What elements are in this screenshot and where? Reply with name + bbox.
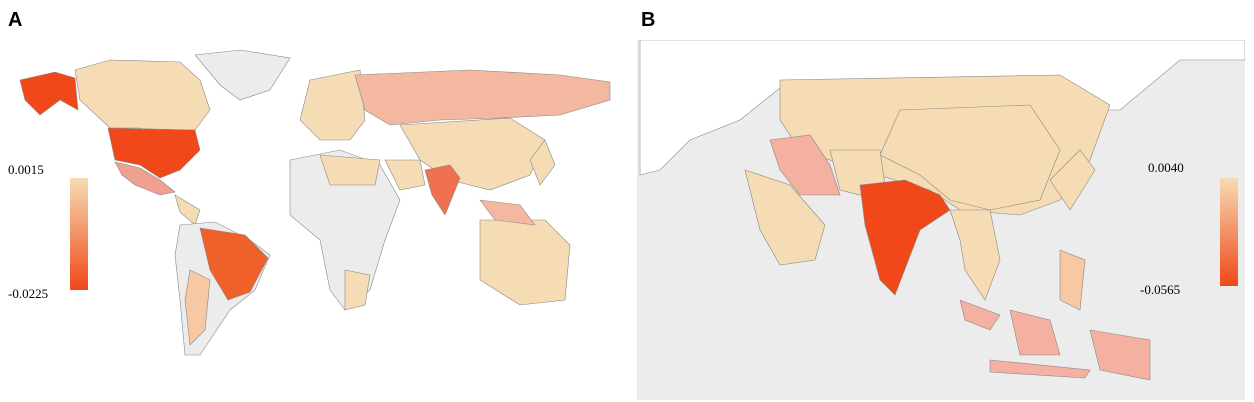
- panel-label: B: [641, 9, 655, 31]
- legend-min: -0.0225: [8, 286, 48, 301]
- legend-min: -0.0565: [1140, 282, 1180, 297]
- asia-map: [637, 40, 1245, 400]
- legend-max: 0.0015: [8, 162, 44, 177]
- world-map: [19, 49, 611, 356]
- legend-max: 0.0040: [1148, 160, 1184, 175]
- panel-label: A: [8, 9, 22, 31]
- color-scale: [70, 178, 88, 290]
- color-scale: [1220, 178, 1238, 286]
